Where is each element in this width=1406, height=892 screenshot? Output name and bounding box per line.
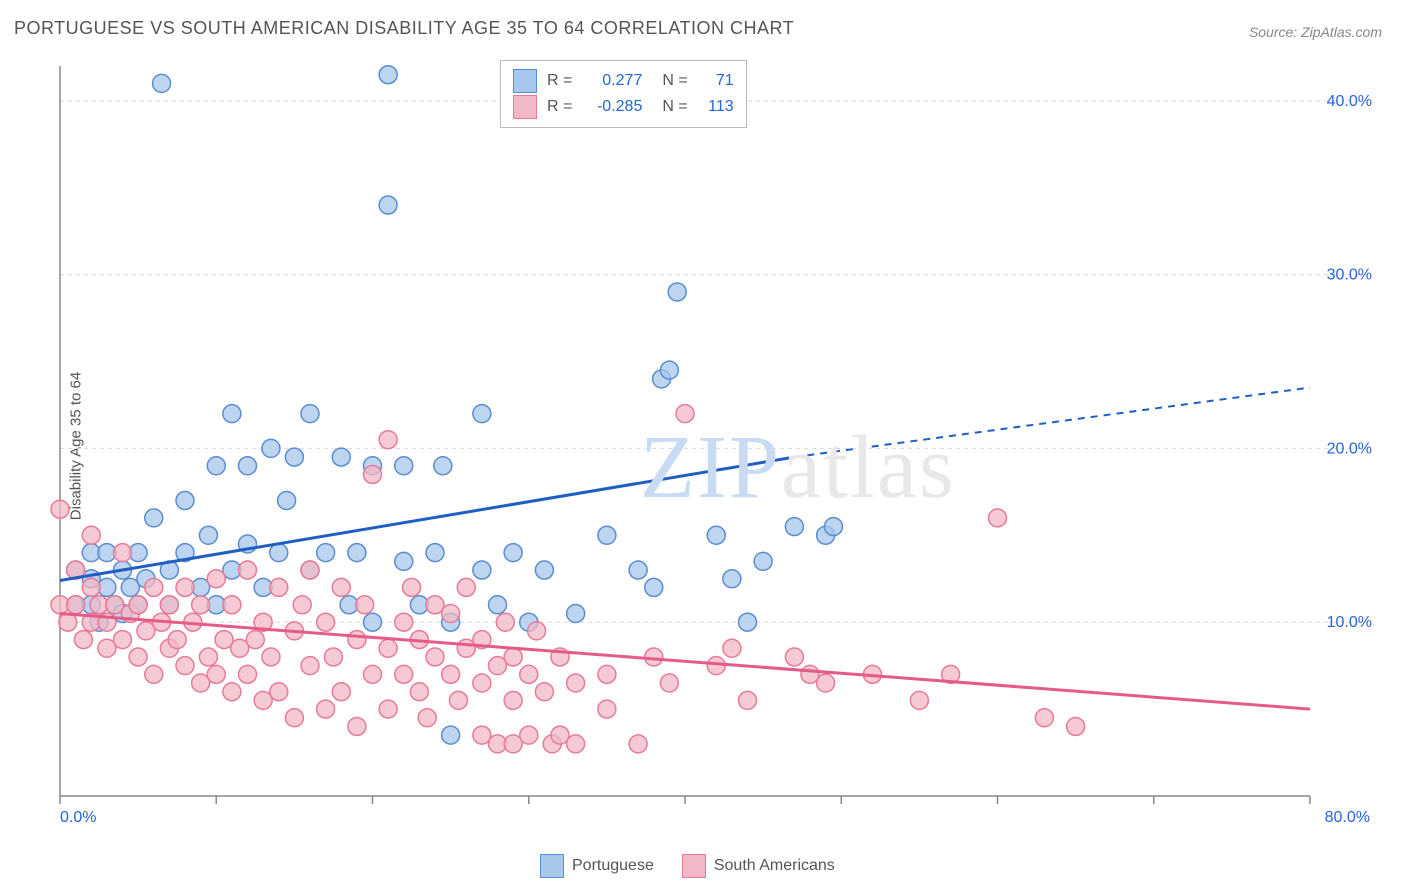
r-label: R = xyxy=(547,72,572,90)
n-value: 113 xyxy=(698,98,734,116)
svg-text:80.0%: 80.0% xyxy=(1325,809,1370,826)
series-legend: Portuguese South Americans xyxy=(540,854,835,878)
r-label: R = xyxy=(547,98,572,116)
legend-swatch xyxy=(540,854,564,878)
legend-swatch xyxy=(513,95,537,119)
n-value: 71 xyxy=(698,72,734,90)
r-value: 0.277 xyxy=(582,72,642,90)
svg-text:10.0%: 10.0% xyxy=(1327,614,1372,631)
chart-title: PORTUGUESE VS SOUTH AMERICAN DISABILITY … xyxy=(14,18,794,39)
plot-svg: 10.0% 20.0% 30.0% 40.0% 0.0% 80.0% xyxy=(50,56,1380,836)
source-attribution: Source: ZipAtlas.com xyxy=(1249,24,1382,40)
scatter-plot: 10.0%20.0%30.0%40.0%0.0%80.0% ZIPatlas R… xyxy=(50,56,1380,836)
legend-row: R = -0.285 N = 113 xyxy=(513,95,734,119)
svg-text:0.0%: 0.0% xyxy=(60,809,96,826)
n-label: N = xyxy=(662,98,687,116)
svg-text:30.0%: 30.0% xyxy=(1327,267,1372,284)
legend-row: R = 0.277 N = 71 xyxy=(513,69,734,93)
n-label: N = xyxy=(662,72,687,90)
series-legend-item: Portuguese xyxy=(540,854,654,878)
r-value: -0.285 xyxy=(582,98,642,116)
series-legend-item: South Americans xyxy=(682,854,835,878)
legend-swatch xyxy=(682,854,706,878)
svg-text:40.0%: 40.0% xyxy=(1327,93,1372,110)
series-name: Portuguese xyxy=(572,857,654,875)
legend-swatch xyxy=(513,69,537,93)
series-name: South Americans xyxy=(714,857,835,875)
correlation-legend: R = 0.277 N = 71 R = -0.285 N = 113 xyxy=(500,60,747,128)
svg-text:20.0%: 20.0% xyxy=(1327,440,1372,457)
